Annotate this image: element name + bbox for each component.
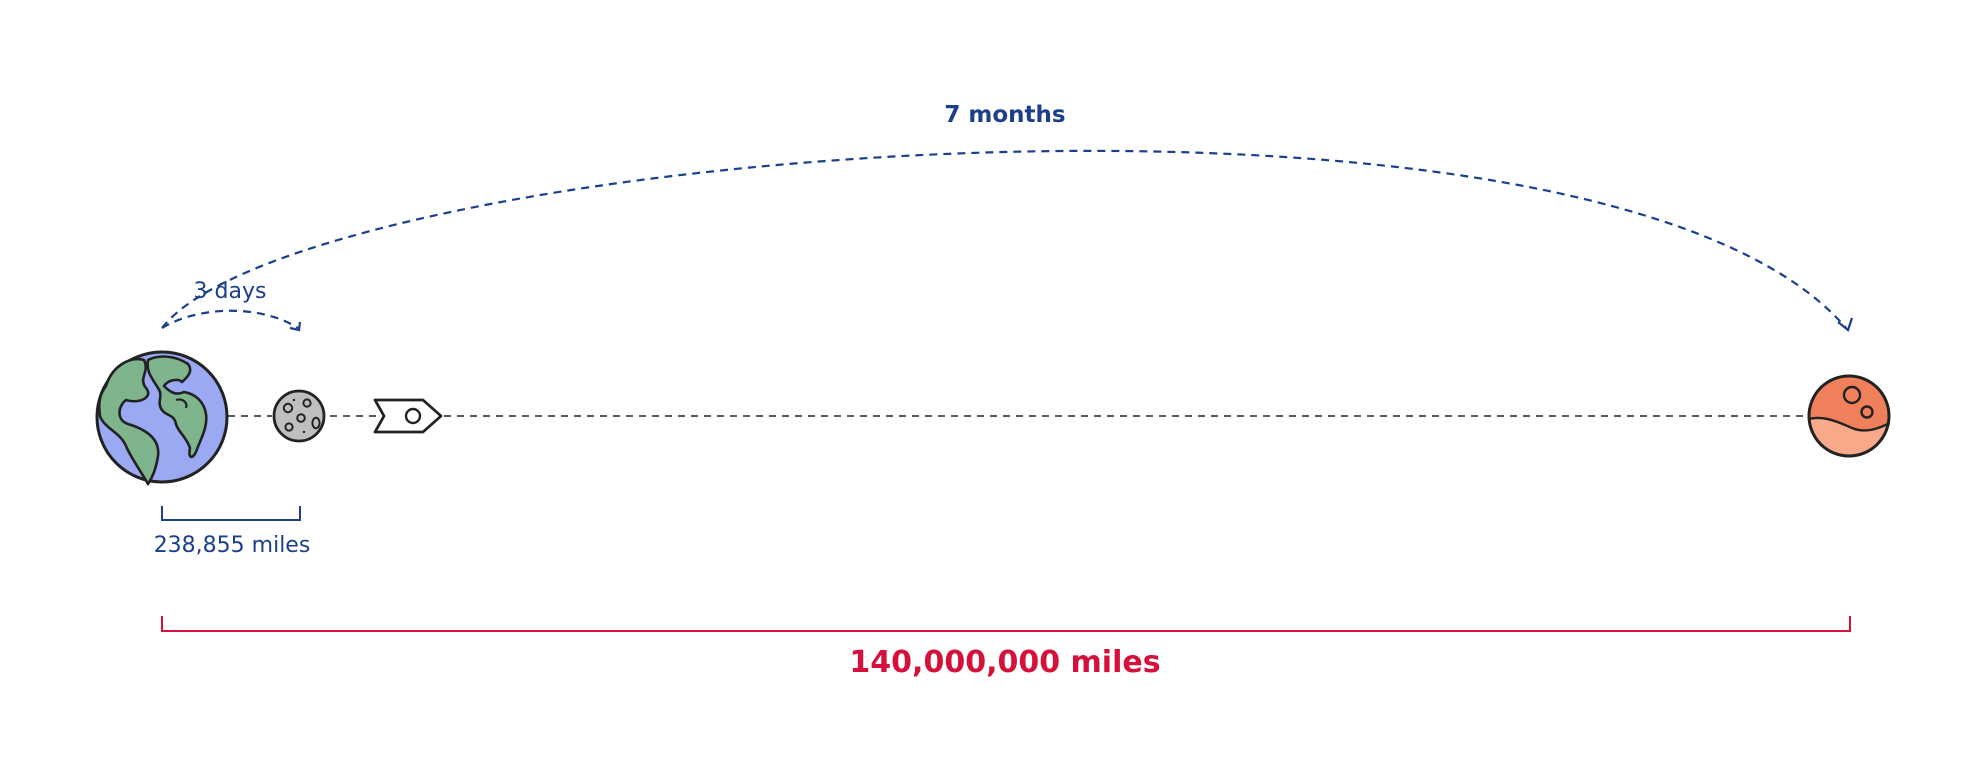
earth-moon-arrowhead	[289, 321, 302, 332]
earth-moon-arc	[161, 309, 299, 329]
earth-mars-time-label: 7 months	[944, 102, 1065, 128]
earth-mars-arc	[161, 149, 1847, 329]
earth-moon-time-label: 3 days	[194, 279, 267, 304]
earth-icon	[95, 350, 229, 486]
rocket-icon	[373, 398, 443, 434]
earth-mars-distance-label: 140,000,000 miles	[849, 645, 1160, 680]
mars-icon	[1807, 374, 1891, 458]
moon-icon	[272, 389, 326, 443]
earth-mars-arrowhead	[1837, 317, 1854, 332]
earth-mars-distance-bracket	[161, 616, 1851, 632]
earth-moon-distance-label: 238,855 miles	[154, 533, 311, 558]
earth-moon-distance-bracket	[161, 506, 301, 521]
